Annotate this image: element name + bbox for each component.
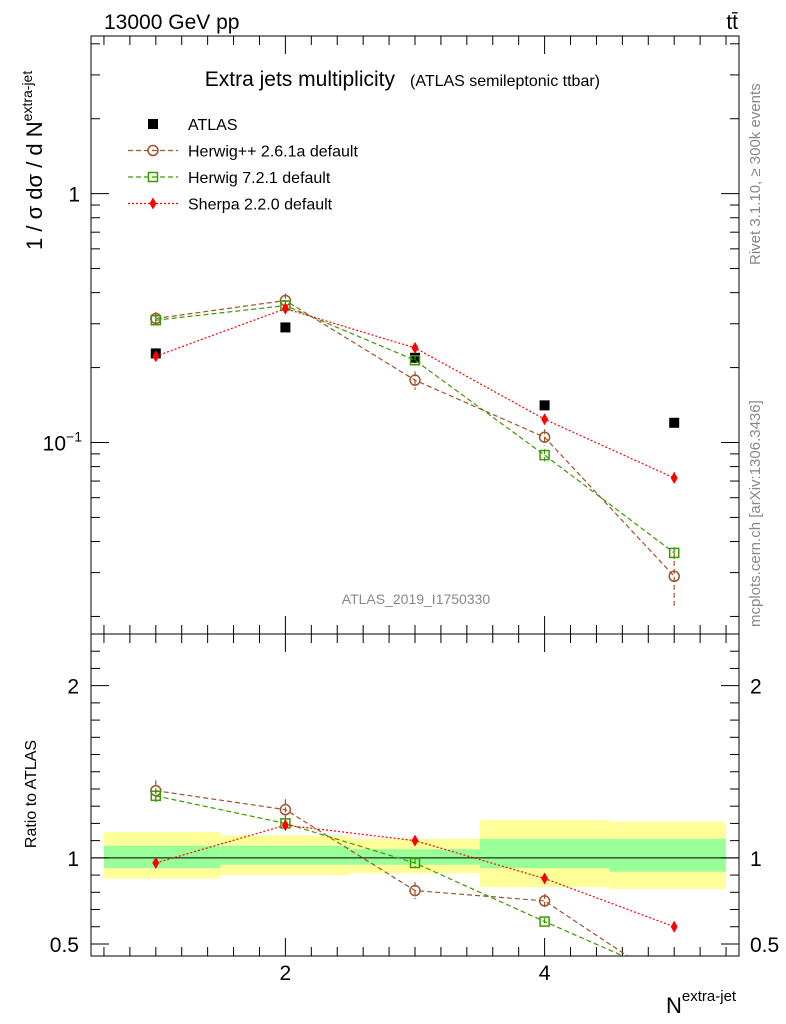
legend-label-herwig261: Herwig++ 2.6.1a default — [188, 144, 358, 161]
x-tick-label: 4 — [539, 962, 551, 985]
ratio-axis-ticks: 2 2 1 1 0.5 0.5 2 4 — [50, 634, 779, 985]
main-y-axis-label: 1 / σ dσ / d Nextra-jet — [19, 71, 47, 250]
data-point-sherpa — [152, 857, 160, 870]
data-point-herwig721 — [409, 857, 421, 869]
data-point-sherpa — [152, 350, 160, 363]
ratio-series-layer — [150, 780, 679, 992]
data-point-herwig261 — [409, 884, 421, 897]
process-label: tt̄ — [726, 11, 738, 34]
band-inner — [103, 845, 221, 869]
y-tick-label-base: 1 — [68, 184, 80, 207]
data-point-herwig721 — [147, 171, 159, 183]
legend-label-herwig721: Herwig 7.2.1 default — [188, 170, 331, 187]
analysis-watermark: ATLAS_2019_I1750330 — [342, 591, 491, 607]
legend-entry-herwig721: Herwig 7.2.1 default — [128, 170, 331, 187]
band-inner — [479, 838, 610, 869]
y-tick-label: 10−1 — [43, 428, 83, 455]
y-tick-label-base: 10 — [43, 432, 66, 455]
legend-label-atlas: ATLAS — [188, 117, 238, 134]
chart-subtitle: (ATLAS semileptonic ttbar) — [410, 73, 600, 90]
data-point-herwig721 — [150, 790, 162, 802]
data-point-herwig261 — [668, 570, 680, 583]
main-series-layer — [150, 293, 680, 607]
main-y-axis-label-sup: extra-jet — [19, 71, 35, 122]
data-point-atlas — [539, 400, 550, 411]
main-y-axis-label-text: 1 / σ dσ / d N — [22, 121, 47, 250]
main-frame — [90, 35, 740, 635]
ratio-y-tick-label-left: 1 — [67, 848, 79, 871]
data-point-herwig721 — [539, 916, 550, 927]
data-point-herwig261 — [147, 144, 159, 157]
ratio-line-herwig721 — [155, 795, 625, 956]
energy-label: 13000 GeV pp — [104, 11, 239, 34]
legend-entry-atlas: ATLAS — [148, 117, 238, 134]
data-point-herwig261 — [669, 982, 679, 992]
data-point-sherpa — [411, 834, 419, 847]
legend-entry-herwig261: Herwig++ 2.6.1a default — [128, 144, 358, 161]
data-point-herwig721 — [668, 547, 680, 559]
data-point-herwig261 — [409, 374, 421, 386]
data-point-sherpa — [149, 197, 157, 210]
ratio-y-tick-label-right: 0.5 — [750, 934, 779, 957]
y-tick-label: 1 — [68, 184, 80, 207]
ratio-y-tick-label-left: 0.5 — [50, 934, 79, 957]
data-point-herwig721 — [409, 355, 421, 366]
ratio-frame-overlay — [90, 633, 740, 957]
data-point-sherpa — [411, 341, 419, 354]
data-point-herwig261 — [538, 431, 551, 443]
ratio-y-tick-label-right: 1 — [750, 848, 762, 871]
data-point-sherpa — [670, 920, 678, 933]
x-tick-label: 2 — [280, 962, 292, 985]
y-tick-label-exp: −1 — [66, 428, 82, 444]
data-point-herwig721 — [670, 974, 679, 983]
band-inner — [220, 845, 351, 865]
x-axis-label: Nextra-jet — [666, 988, 737, 1018]
data-point-sherpa — [281, 819, 289, 832]
data-point-sherpa — [541, 413, 549, 426]
data-point-sherpa — [281, 302, 289, 315]
legend-entry-sherpa: Sherpa 2.2.0 default — [128, 197, 333, 214]
main-panel: 1 10−1 Extra jets multiplicity (ATLAS sem… — [19, 35, 740, 635]
chart-title: Extra jets multiplicity — [205, 68, 396, 91]
ratio-uncertainty-bands — [91, 819, 739, 889]
mcplots-citation-text: mcplots.cern.ch [arXiv:1306.3436] — [747, 400, 764, 627]
data-point-atlas — [148, 119, 158, 129]
data-point-herwig721 — [150, 314, 162, 326]
rivet-version-text: Rivet 3.1.10, ≥ 300k events — [747, 83, 764, 265]
data-point-herwig261 — [279, 803, 292, 816]
data-point-sherpa — [541, 872, 549, 885]
data-point-herwig261 — [538, 895, 551, 907]
band-inner — [609, 838, 727, 872]
main-axis-ticks: 1 10−1 — [43, 36, 739, 634]
ratio-panel: 2 2 1 1 0.5 0.5 2 4 Ratio to ATLAS Nextra-jet — [23, 633, 779, 1018]
ratio-y-tick-label-right: 2 — [750, 676, 762, 699]
data-point-sherpa — [670, 471, 678, 484]
data-point-atlas — [280, 322, 291, 333]
legend: ATLAS Herwig++ 2.6.1a default Herwig 7.2.1… — [128, 117, 358, 214]
legend-label-sherpa: Sherpa 2.2.0 default — [188, 197, 333, 214]
x-axis-label-text: N — [666, 993, 682, 1018]
ratio-y-axis-label: Ratio to ATLAS — [23, 740, 40, 848]
x-axis-label-sup: extra-jet — [682, 988, 737, 1005]
ratio-y-tick-label-left: 2 — [67, 676, 79, 699]
data-point-atlas — [669, 417, 680, 428]
data-point-herwig721 — [539, 449, 550, 461]
